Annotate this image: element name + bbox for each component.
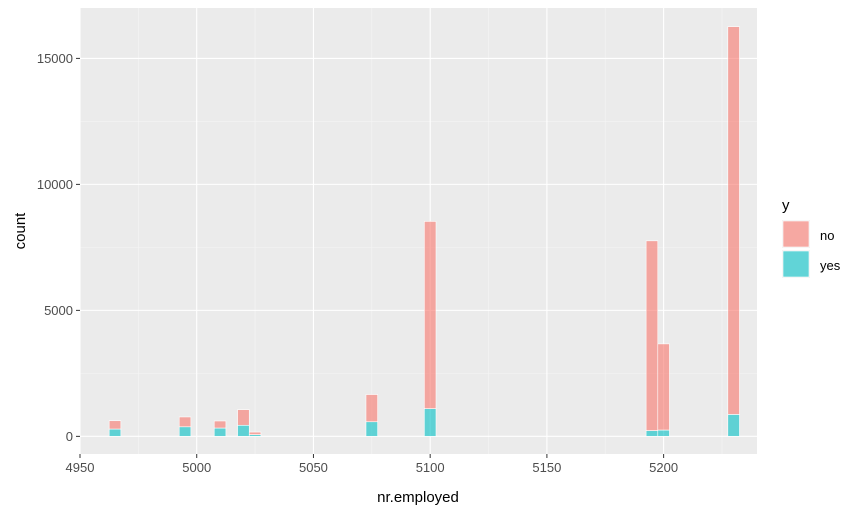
gridlines bbox=[79, 8, 757, 454]
bar-no bbox=[178, 416, 192, 428]
x-tick-label: 5150 bbox=[532, 460, 561, 475]
bar-yes bbox=[424, 408, 437, 437]
y-axis-title: count bbox=[12, 212, 29, 250]
bar-no bbox=[424, 221, 437, 409]
legend-title: y bbox=[782, 197, 790, 214]
bar-yes bbox=[365, 421, 378, 437]
y-tick-label: 10000 bbox=[37, 177, 73, 192]
x-tick-label: 4950 bbox=[66, 460, 95, 475]
panel-background bbox=[80, 8, 757, 454]
legend-label-no: no bbox=[820, 228, 834, 243]
y-axis: 0 5000 10000 15000 bbox=[37, 51, 80, 444]
bar-yes bbox=[213, 427, 227, 437]
legend-swatch-yes bbox=[782, 250, 810, 278]
x-tick-label: 5200 bbox=[649, 460, 678, 475]
bar-yes bbox=[108, 428, 122, 437]
bar-yes bbox=[727, 414, 740, 437]
x-tick-label: 5050 bbox=[299, 460, 328, 475]
bar-no bbox=[657, 343, 670, 431]
bar-no bbox=[237, 409, 250, 426]
x-tick-label: 5100 bbox=[416, 460, 445, 475]
legend-label-yes: yes bbox=[820, 258, 841, 273]
bar-no bbox=[365, 394, 378, 423]
y-tick-label: 0 bbox=[66, 429, 73, 444]
legend: y no yes bbox=[782, 197, 841, 278]
x-tick-label: 5000 bbox=[182, 460, 211, 475]
histogram-bars bbox=[108, 26, 740, 437]
bar-no bbox=[108, 420, 122, 430]
bar-no bbox=[645, 240, 659, 431]
y-tick-label: 5000 bbox=[44, 303, 73, 318]
bar-no bbox=[248, 431, 262, 435]
bar-yes bbox=[657, 429, 670, 437]
legend-swatch-no bbox=[782, 220, 810, 248]
bar-yes bbox=[237, 424, 250, 437]
bar-no bbox=[727, 26, 740, 415]
x-axis: 4950 5000 5050 5100 5150 5200 bbox=[66, 454, 678, 475]
y-tick-label: 15000 bbox=[37, 51, 73, 66]
x-axis-title: nr.employed bbox=[377, 489, 459, 506]
bar-no bbox=[213, 420, 227, 429]
bar-yes bbox=[178, 426, 192, 437]
bar-yes bbox=[645, 430, 659, 437]
